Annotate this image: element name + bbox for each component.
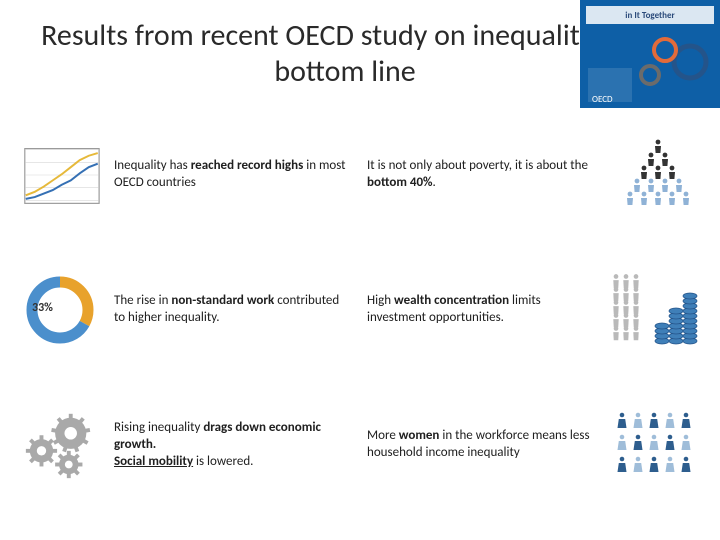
- corner-decor: in It Together OECD: [580, 0, 720, 120]
- svg-text:OECD: OECD: [592, 94, 613, 105]
- donut-icon: 33%: [16, 270, 104, 350]
- cell-text: The rise in non-standard work contribute…: [114, 293, 353, 327]
- pyramid-icon: [612, 135, 704, 215]
- cell-text: More women in the workforce means less h…: [367, 428, 602, 462]
- wealth-icon: [608, 270, 704, 350]
- facts-grid: Inequality has reached record highs in m…: [0, 98, 720, 518]
- cell-wealth-concentration: High wealth concentration limits investm…: [367, 251, 704, 368]
- cell-text: High wealth concentration limits investm…: [367, 293, 598, 327]
- cell-text: Rising inequality drags down economic gr…: [114, 420, 353, 471]
- gears-icon: [16, 405, 104, 485]
- cell-bottom-40: It is not only about poverty, it is abou…: [367, 116, 704, 233]
- donut-value: 33%: [32, 301, 53, 315]
- svg-text:in It Together: in It Together: [625, 10, 675, 21]
- cell-women-workforce: More women in the workforce means less h…: [367, 387, 704, 504]
- cell-text: It is not only about poverty, it is abou…: [367, 158, 602, 192]
- chart-icon: [16, 135, 104, 215]
- cell-growth-drag: Rising inequality drags down economic gr…: [16, 387, 353, 504]
- cell-inequality-highs: Inequality has reached record highs in m…: [16, 116, 353, 233]
- cell-text: Inequality has reached record highs in m…: [114, 158, 353, 192]
- women-icon: [612, 405, 704, 485]
- cell-nonstandard-work: 33% The rise in non-standard work contri…: [16, 251, 353, 368]
